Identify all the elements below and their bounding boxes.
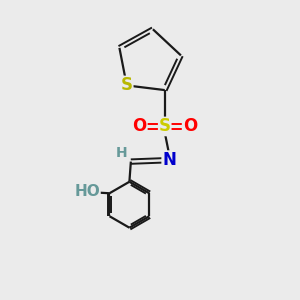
Text: O: O bbox=[133, 117, 147, 135]
Text: H: H bbox=[116, 146, 127, 161]
Text: S: S bbox=[121, 76, 133, 94]
Text: O: O bbox=[183, 117, 197, 135]
Text: S: S bbox=[159, 117, 171, 135]
Text: HO: HO bbox=[74, 184, 100, 199]
Text: N: N bbox=[162, 151, 176, 169]
